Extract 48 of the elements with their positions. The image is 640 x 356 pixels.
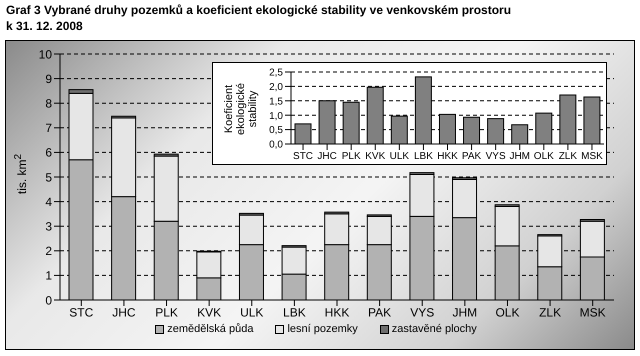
- legend-label: lesní pozemky: [287, 323, 358, 335]
- y-tick-label: 6: [45, 146, 52, 160]
- x-tick-label: PLK: [342, 151, 361, 162]
- x-tick-label: ZLK: [558, 151, 578, 162]
- x-tick-label: ULK: [390, 151, 410, 162]
- y-tick-label: 0,5: [269, 125, 284, 136]
- y-tick-label: 1: [45, 268, 52, 283]
- y-tick-label: 10: [38, 47, 52, 62]
- y-tick-label: 2: [45, 244, 52, 258]
- chart-title: Graf 3 Vybrané druhy pozemků a koeficient ekologické stability ve venkovském prostoru k 31. 12. 2008: [6, 2, 512, 34]
- y-tick-label: 5: [45, 170, 52, 184]
- y-axis-title: Koeficient ekologické stability: [223, 82, 259, 137]
- x-tick-label: ULK: [240, 306, 264, 320]
- x-tick-label: STC: [69, 306, 94, 320]
- x-tick-label: OLK: [495, 306, 520, 320]
- x-tick-label: KVK: [197, 306, 222, 320]
- x-tick-label: JHC: [112, 306, 136, 320]
- x-tick-label: LBK: [283, 306, 306, 320]
- x-tick-label: PAK: [462, 151, 482, 162]
- x-tick-label: JHC: [317, 151, 337, 162]
- legend-label: zastavěné plochy: [392, 323, 477, 335]
- x-tick-label: STC: [293, 151, 314, 162]
- y-tick-label: 0: [45, 293, 52, 308]
- x-tick-label: JHM: [452, 306, 478, 320]
- x-tick-label: KVK: [365, 151, 386, 162]
- x-tick-label: PAK: [368, 306, 392, 320]
- x-tick-label: HKK: [437, 151, 458, 162]
- x-tick-label: JHM: [509, 151, 530, 162]
- y-tick-label: 9: [45, 72, 52, 86]
- x-tick-label: ZLK: [539, 306, 562, 320]
- x-tick-label: LBK: [414, 151, 434, 162]
- y-tick-label: 4: [45, 194, 52, 209]
- y-tick-label: 7: [45, 121, 52, 136]
- x-tick-label: OLK: [534, 151, 554, 162]
- y-tick-label: 1,0: [269, 110, 284, 122]
- y-tick-label: 3: [45, 219, 52, 234]
- y-tick-label: 0,0: [269, 140, 284, 151]
- x-tick-label: MSK: [581, 151, 604, 162]
- y-tick-label: 1,5: [269, 96, 284, 108]
- x-tick-label: VYS: [410, 306, 434, 320]
- y-tick-label: 8: [45, 96, 52, 110]
- y-tick-label: 2,0: [269, 82, 284, 93]
- x-tick-label: PLK: [155, 306, 178, 320]
- y-tick-label: 2,5: [269, 68, 284, 79]
- x-tick-label: VYS: [486, 151, 506, 162]
- legend-label: zemědělská půda: [167, 323, 254, 335]
- x-tick-label: MSK: [580, 306, 606, 320]
- x-tick-label: HKK: [324, 306, 350, 320]
